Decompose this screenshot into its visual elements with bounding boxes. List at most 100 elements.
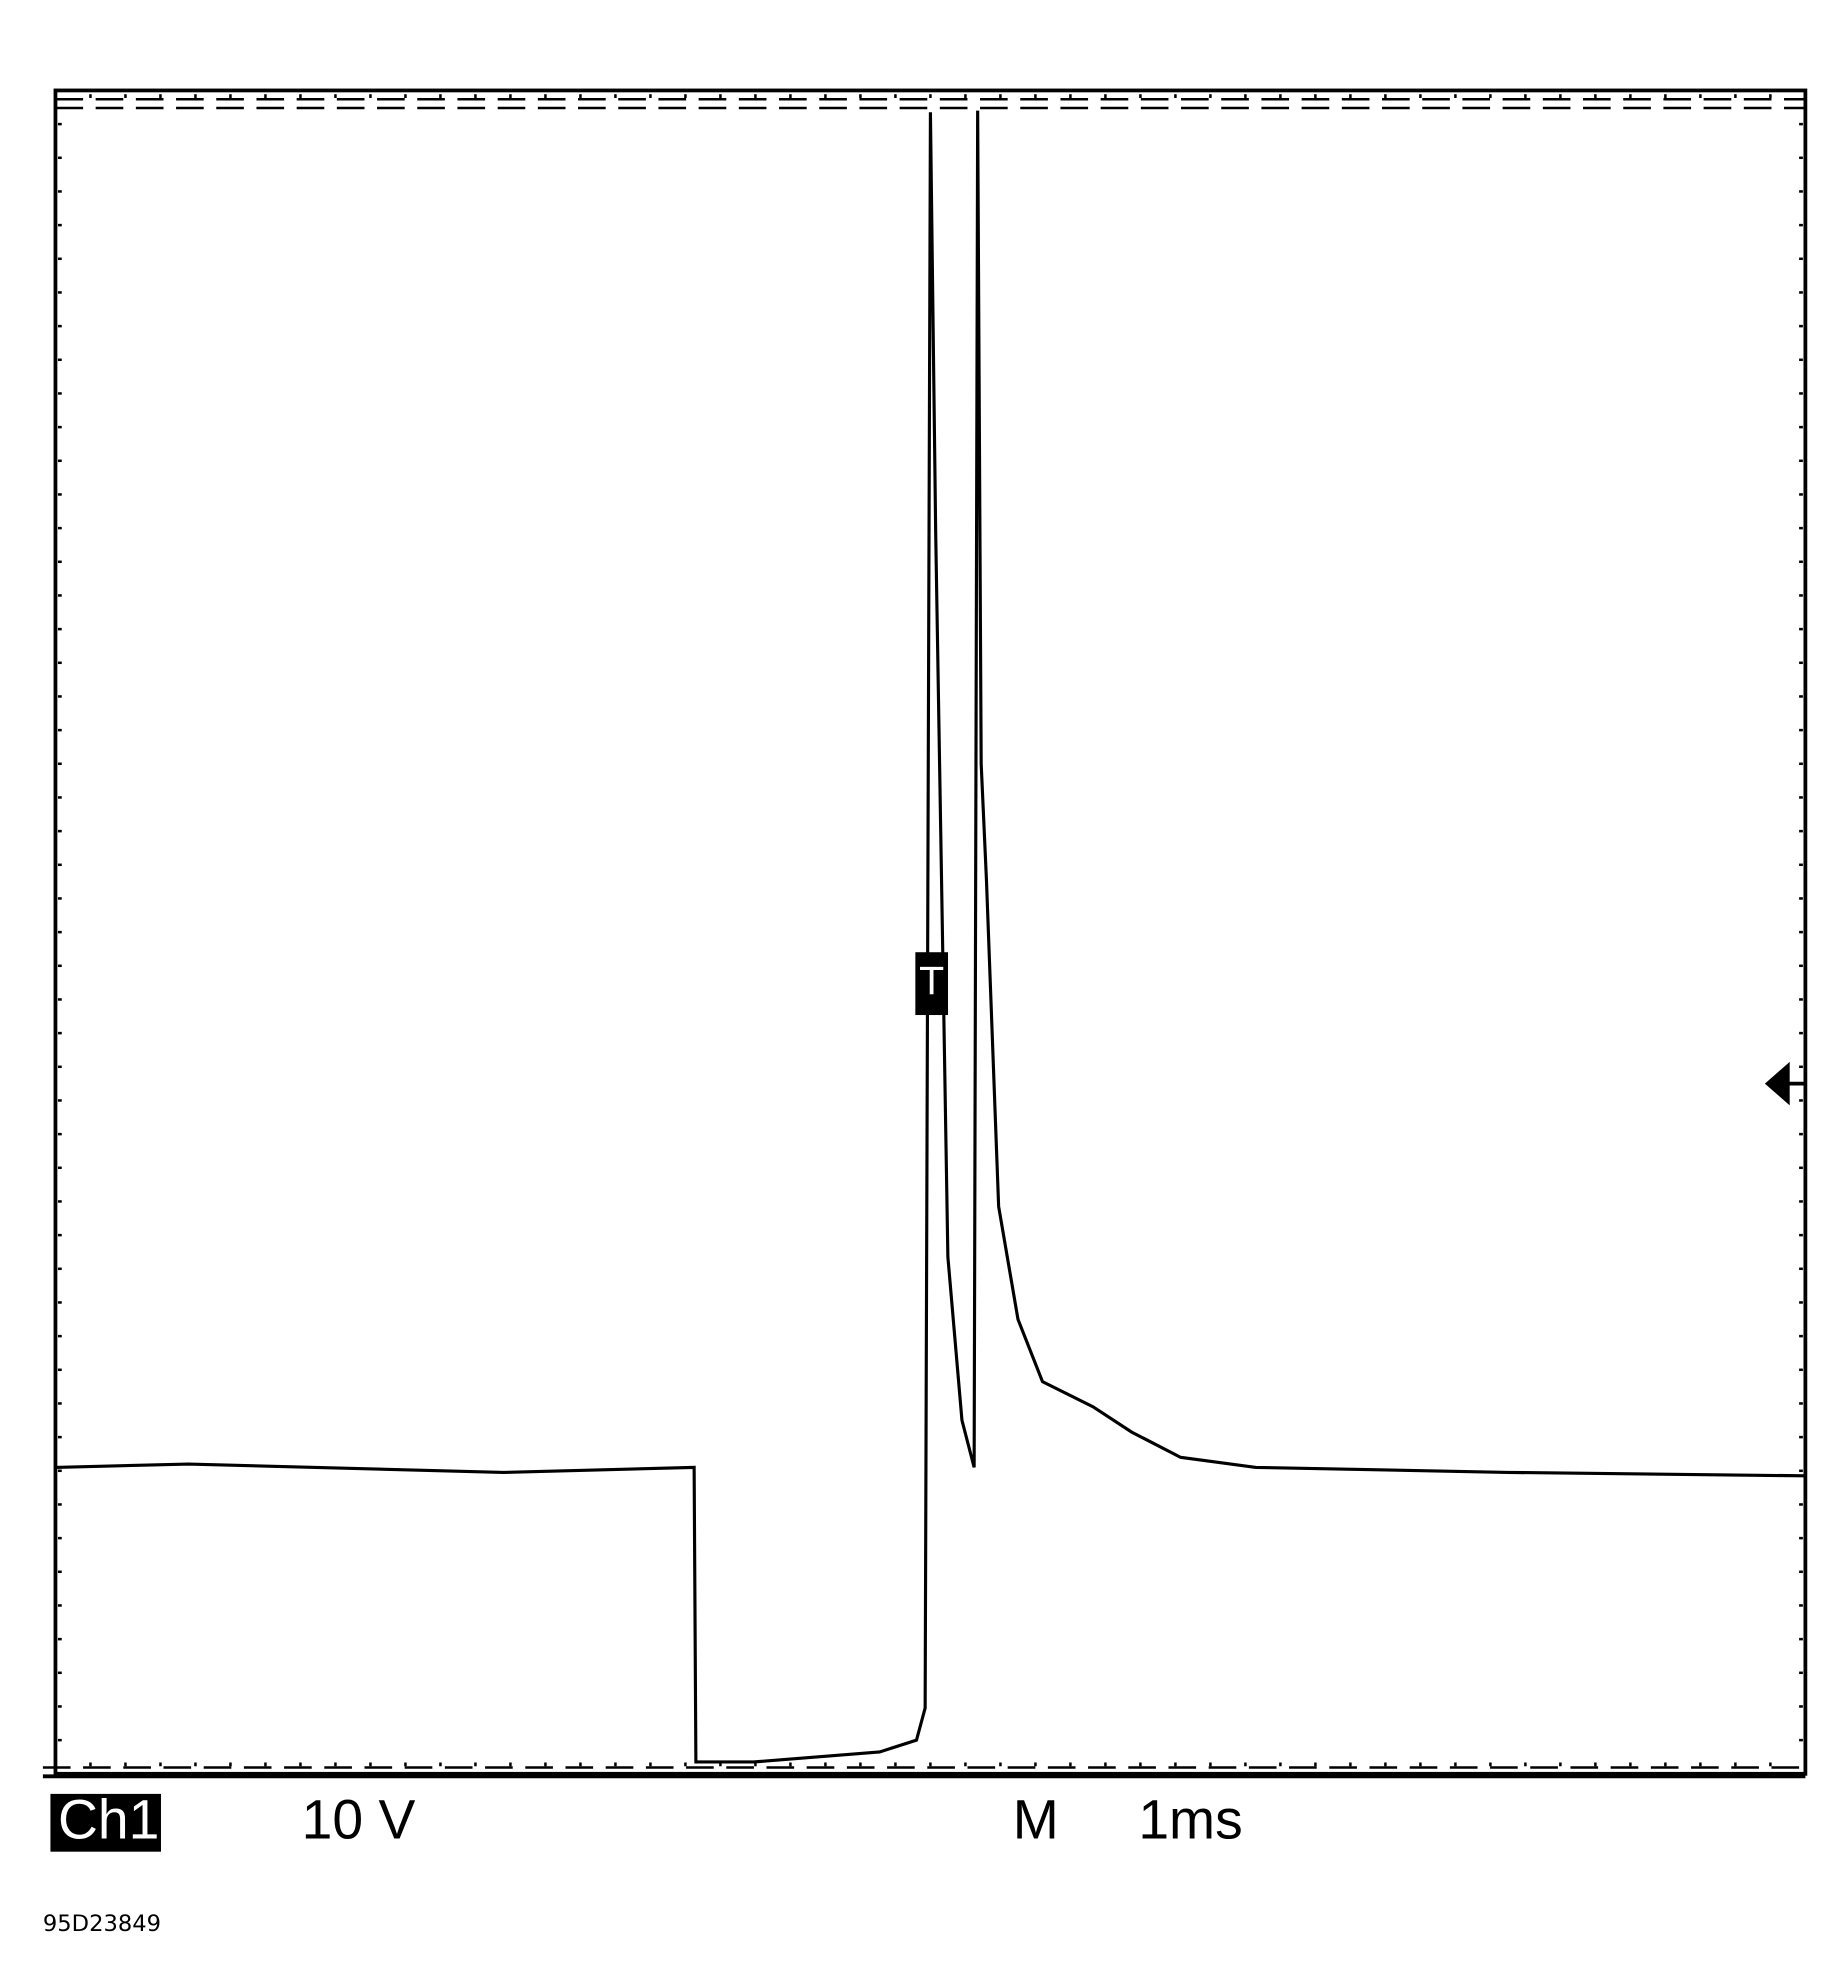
- division-dot: [57, 89, 62, 92]
- division-dot: [1279, 1762, 1282, 1767]
- division-dot: [1799, 156, 1803, 160]
- division-dot: [1314, 94, 1317, 98]
- division-dot: [1664, 1762, 1667, 1767]
- division-dot: [1034, 1762, 1037, 1767]
- division-dot: [1799, 930, 1803, 934]
- division-dot: [57, 661, 62, 665]
- division-dot: [1799, 863, 1803, 867]
- division-dot: [57, 190, 62, 193]
- division-dot: [1489, 94, 1492, 98]
- time-per-div: 1ms: [1138, 1789, 1242, 1851]
- division-dot: [1419, 94, 1422, 98]
- division-dot: [57, 122, 62, 126]
- division-dot: [57, 627, 62, 631]
- trigger-marker-box: [915, 952, 949, 1016]
- division-dot: [159, 1762, 162, 1767]
- division-dot: [1799, 257, 1803, 261]
- division-dot: [1799, 324, 1803, 328]
- division-dot: [1559, 94, 1562, 98]
- division-dot: [1799, 1200, 1803, 1203]
- division-dot: [1799, 1705, 1803, 1708]
- division-dot: [57, 1031, 62, 1035]
- division-dot: [54, 1762, 57, 1767]
- division-dot: [754, 1762, 757, 1767]
- division-dot: [57, 1301, 62, 1304]
- division-dot: [1799, 1166, 1803, 1170]
- division-dot: [57, 1267, 62, 1271]
- division-dot: [57, 1772, 62, 1776]
- division-dot: [1699, 1762, 1702, 1767]
- division-dot: [649, 1762, 652, 1767]
- division-dot: [614, 94, 617, 98]
- division-dot: [1799, 190, 1803, 193]
- trigger-level-arrow: [1764, 1061, 1806, 1106]
- division-dot: [1734, 94, 1737, 98]
- division-dot: [859, 94, 862, 98]
- division-dot: [1799, 358, 1803, 362]
- division-dot: [579, 94, 582, 98]
- division-dot: [1799, 661, 1803, 665]
- division-dot: [404, 94, 407, 98]
- division-dot: [57, 1334, 62, 1338]
- division-dot: [57, 930, 62, 934]
- division-dot: [57, 829, 62, 833]
- division-dot: [57, 1738, 62, 1742]
- division-dot: [57, 1132, 62, 1136]
- division-dot: [474, 1762, 477, 1767]
- division-dot: [1799, 1435, 1803, 1439]
- division-dot: [1069, 94, 1072, 98]
- division-dot: [159, 94, 162, 98]
- division-dot: [1104, 94, 1107, 98]
- division-dot: [929, 94, 932, 98]
- division-dot: [1804, 1762, 1807, 1767]
- division-dot: [57, 459, 62, 463]
- division-dot: [824, 1762, 827, 1767]
- volts-per-div: 10 V: [302, 1789, 416, 1851]
- division-dot: [57, 594, 62, 597]
- division-dot: [57, 223, 62, 227]
- division-dot: [1174, 94, 1177, 98]
- channel-badge: [50, 1793, 161, 1852]
- division-dot: [334, 94, 337, 98]
- division-dot: [229, 1762, 232, 1767]
- division-dot: [1799, 762, 1803, 766]
- division-dot: [57, 897, 62, 900]
- division-dot: [1349, 94, 1352, 98]
- division-dot: [57, 526, 62, 530]
- division-dot: [1244, 94, 1247, 98]
- screen-frame: [53, 88, 1808, 1776]
- division-dot: [964, 94, 967, 98]
- division-dot: [614, 1762, 617, 1767]
- division-dot: [1384, 94, 1387, 98]
- division-dot: [54, 94, 57, 98]
- division-dot: [57, 762, 62, 766]
- division-dot: [57, 1637, 62, 1641]
- division-dot: [999, 1762, 1002, 1767]
- division-dot: [1799, 998, 1803, 1001]
- division-dot: [57, 1671, 62, 1675]
- waveform: [55, 110, 1806, 1764]
- division-dot: [1799, 964, 1803, 968]
- division-dot: [894, 94, 897, 98]
- channel-label: Ch1: [58, 1789, 159, 1851]
- division-dot: [1349, 1762, 1352, 1767]
- division-dot: [1104, 1762, 1107, 1767]
- division-dot: [1799, 1469, 1803, 1473]
- division-dot: [57, 1166, 62, 1170]
- trigger-marker: T: [919, 959, 944, 1003]
- division-dot: [859, 1762, 862, 1767]
- division-dot: [57, 392, 62, 395]
- division-dot: [57, 1233, 62, 1237]
- division-dot: [1799, 1738, 1803, 1742]
- division-dot: [509, 94, 512, 98]
- division-dot: [1454, 1762, 1457, 1767]
- division-dot: [57, 863, 62, 867]
- division-dot: [1769, 1762, 1772, 1767]
- division-dot: [1799, 1671, 1803, 1675]
- division-dot: [579, 1762, 582, 1767]
- division-dot: [57, 1536, 62, 1540]
- division-dot: [89, 94, 92, 98]
- division-dot: [1799, 1570, 1803, 1574]
- division-dot: [57, 728, 62, 732]
- division-dot: [299, 94, 302, 98]
